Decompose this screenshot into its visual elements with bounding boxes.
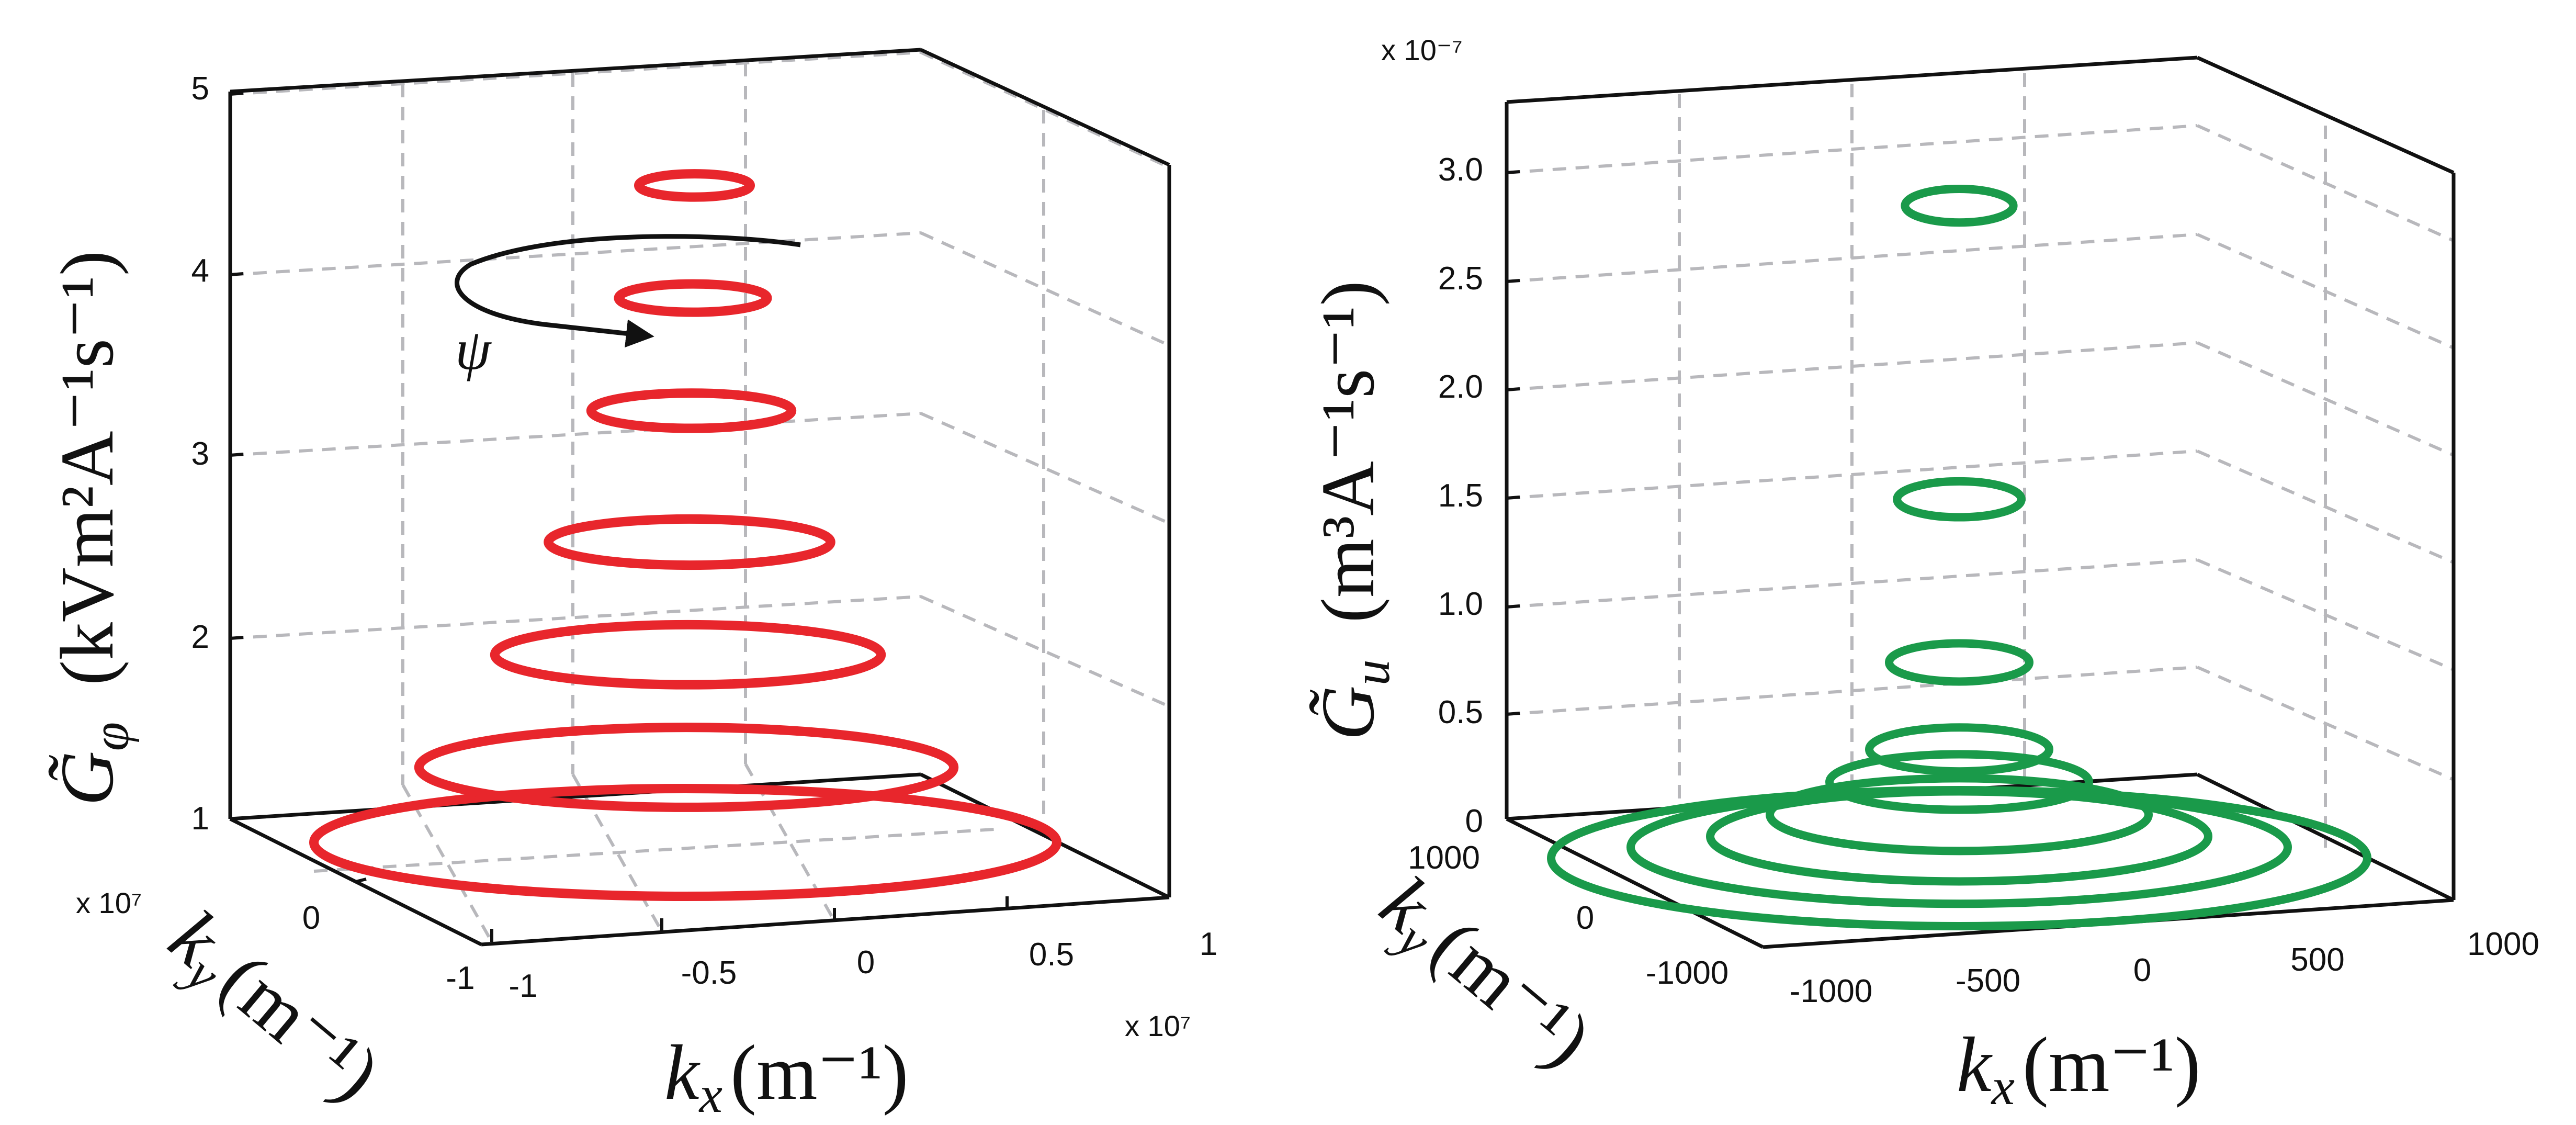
left-zlabel-symbol: G̃ (46, 751, 129, 806)
left-ylabel: ky(m⁻¹) (149, 894, 397, 1123)
left-xtick: 1 (1200, 926, 1217, 962)
contour-ring-3 (1706, 787, 2212, 886)
contour-ring-4 (544, 514, 835, 570)
contour-ring-2 (414, 723, 959, 812)
left-x-multiplier: x 10⁷ (1125, 1009, 1191, 1042)
left-xlabel-sub: x (698, 1065, 722, 1123)
contour-ring-3 (490, 620, 886, 690)
psi-annotation: ψ (455, 318, 492, 381)
right-ztick: 2.0 (1438, 369, 1483, 405)
right-ztick: 3.0 (1438, 152, 1483, 188)
contour-ring-5 (1825, 750, 2093, 814)
left-contour-rings (309, 169, 1061, 901)
right-zlabel-text: G̃u (m³A⁻¹s⁻¹) (1306, 280, 1400, 740)
left-ytick: -1 (446, 960, 474, 996)
left-ytick: 0 (302, 900, 320, 936)
right-ytick: -1000 (1646, 955, 1729, 991)
right-xlabel-sub: x (1991, 1058, 2015, 1116)
right-xtick: 0 (2133, 952, 2151, 988)
right-ztick: 1.5 (1438, 478, 1483, 514)
right-xtick: 1000 (2467, 926, 2539, 962)
right-ylabel: ky(m⁻¹) (1360, 860, 1608, 1089)
left-zlabel-sub: φ (82, 722, 140, 751)
left-ztick: 3 (191, 436, 209, 472)
left-xlabel: kx (m⁻¹) (664, 1029, 909, 1123)
right-ztick: 1.0 (1438, 586, 1483, 622)
left-zlabel: G̃φ (kVm²A⁻¹s⁻¹) (46, 251, 140, 806)
right-frame (1505, 55, 2456, 949)
right-chart: 0 0.5 1.0 1.5 2.0 2.5 3.0 x 10⁻⁷ -1000 -… (1306, 33, 2539, 1116)
left-xlabel-k: k (664, 1029, 701, 1116)
contour-ring-6 (614, 279, 772, 317)
left-ylabel-units: (m⁻¹) (204, 936, 397, 1117)
left-xlabel-units: (m⁻¹) (730, 1029, 909, 1116)
contour-ring-7 (634, 169, 755, 202)
right-xlabel-units: (m⁻¹) (2023, 1021, 2201, 1108)
right-ytick: 1000 (1408, 840, 1480, 876)
right-xlabel: kx (m⁻¹) (1957, 1021, 2201, 1116)
contour-ring-1 (309, 784, 1061, 901)
right-grid (1506, 73, 2455, 848)
right-ztick: 2.5 (1438, 261, 1483, 297)
psi-rotation-arrow (455, 234, 801, 348)
right-tickmarks (1506, 170, 1520, 716)
right-xtick: -500 (1956, 963, 2020, 999)
left-ztick: 2 (191, 619, 209, 655)
left-xtick: -1 (509, 968, 537, 1004)
right-xtick: 500 (2290, 942, 2344, 978)
right-z-multiplier: x 10⁻⁷ (1381, 33, 1463, 66)
left-ztick: 5 (191, 71, 209, 107)
right-zlabel-units: (m³A⁻¹s⁻¹) (1306, 280, 1390, 623)
left-ztick: 1 (191, 801, 209, 837)
right-ztick: 0.5 (1438, 694, 1483, 730)
right-ytick: 0 (1576, 900, 1594, 936)
left-xtick: 0.5 (1029, 937, 1074, 973)
left-xtick: -0.5 (681, 955, 737, 991)
right-xlabel-k: k (1957, 1021, 1993, 1108)
right-xtick: -1000 (1790, 973, 1873, 1009)
contour-ring-6 (1865, 723, 2053, 776)
right-zlabel-sub: u (1342, 659, 1400, 685)
contour-ring-7 (1885, 639, 2033, 686)
left-tickmarks (230, 92, 1009, 942)
left-ztick: 4 (191, 253, 209, 289)
left-y-multiplier: x 10⁷ (76, 886, 142, 919)
left-zlabel-text: G̃φ (kVm²A⁻¹s⁻¹) (46, 251, 140, 806)
left-xtick: 0 (857, 944, 875, 981)
right-zlabel: G̃u (m³A⁻¹s⁻¹) (1306, 280, 1400, 740)
contour-ring-5 (586, 388, 797, 433)
right-contour-rings (1547, 185, 2371, 930)
left-zlabel-units: (kVm²A⁻¹s⁻¹) (46, 251, 129, 685)
contour-ring-9 (1901, 185, 2018, 227)
left-chart: ψ 5 4 3 2 1 -1 -0.5 0 0.5 1 x 10⁷ 0 -1 x… (46, 48, 1217, 1123)
contour-ring-8 (1893, 477, 2026, 522)
right-zlabel-symbol: G̃ (1306, 685, 1390, 740)
contour-ring-4 (1766, 774, 2153, 856)
right-ztick: 0 (1465, 803, 1483, 839)
